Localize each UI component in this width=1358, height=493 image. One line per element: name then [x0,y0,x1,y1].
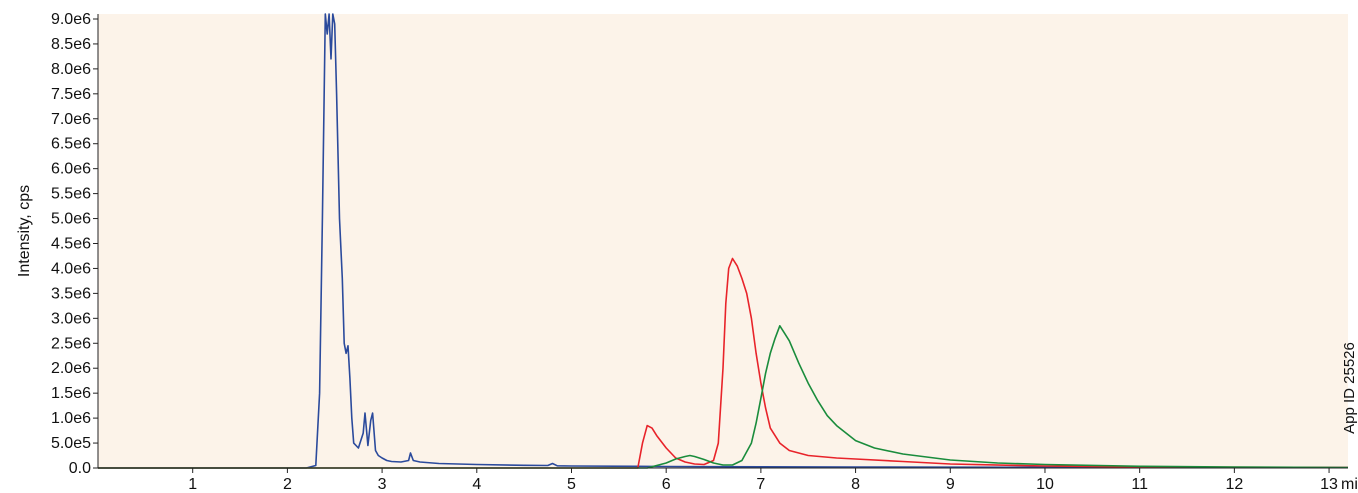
x-tick-label: 8 [851,476,860,493]
y-axis-title: Intensity, cps [16,185,33,277]
series-line-2 [98,257,1349,469]
x-tick-label: 4 [472,476,481,493]
y-tick-label: 4.5e6 [51,235,91,252]
y-tick-label: 0.0 [69,460,91,477]
y-tick-label: 5.0e6 [51,211,91,228]
y-tick-label: 6.0e6 [51,161,91,178]
x-tick-label: 9 [946,476,955,493]
y-tick-label: 2.5e6 [51,335,91,352]
y-tick-label: 9.0e6 [51,11,91,28]
y-tick-label: 1.5e6 [51,385,91,402]
x-tick-label: 11 [1131,476,1148,493]
x-tick-label: 1 [188,476,197,493]
x-tick-label: 10 [1036,476,1054,493]
y-tick-label: 4.0e6 [51,260,91,277]
y-tick-label: 8.5e6 [51,36,91,53]
series-line-3 [98,324,1349,469]
app-id-label: App ID 25526 [1341,342,1358,434]
y-tick-label: 8.0e6 [51,61,91,78]
y-tick-label: 3.5e6 [51,285,91,302]
y-tick-label: 3.0e6 [51,310,91,327]
x-tick-label: 6 [662,476,671,493]
x-tick-label: 13 [1320,476,1338,493]
x-tick-label: 2 [283,476,292,493]
y-tick-label: 2.0e6 [51,360,91,377]
x-tick-label: 5 [567,476,576,493]
x-tick-label: 12 [1225,476,1243,493]
y-tick-label: 5.0e5 [51,435,91,452]
x-axis-unit-label: min [1341,476,1358,493]
plot-background [98,14,1348,468]
axes-layer: 0.0 5.0e5 1.0e6 1.5e6 2.0e6 2.5e6 3.0e6 3.5e6 4.… [51,11,1348,493]
x-tick-label: 7 [756,476,765,493]
y-tick-label: 1.0e6 [51,410,91,427]
y-tick-label: 7.0e6 [51,111,91,128]
series-layer [98,13,1349,469]
y-tick-label: 7.5e6 [51,86,91,103]
x-tick-label: 3 [378,476,387,493]
y-tick-label: 5.5e6 [51,186,91,203]
y-tick-label: 6.5e6 [51,136,91,153]
series-line-1 [98,13,1349,469]
